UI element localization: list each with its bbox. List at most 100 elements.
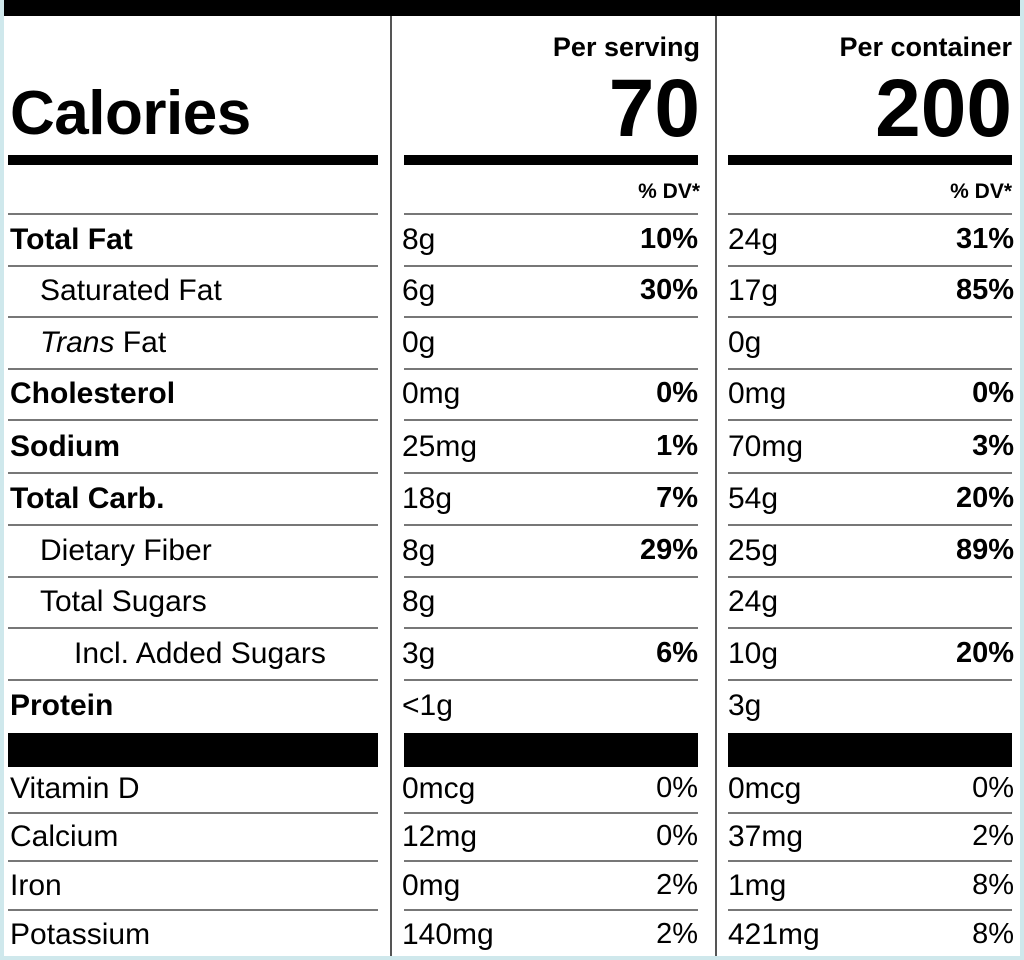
container-dv: 85% [955, 274, 1014, 306]
row-divider [404, 812, 698, 814]
container-amount: 37mg [728, 820, 804, 853]
container-dv: 89% [955, 534, 1014, 566]
serving-amount: 0mcg [402, 772, 476, 805]
serving-amount: 8g [402, 534, 436, 567]
nutrient-name: Total Carb. [10, 482, 165, 515]
row-divider [404, 524, 698, 526]
serving-dv: 1% [656, 430, 698, 462]
container-amount: 3g [728, 689, 762, 722]
container-amount: 0mg [728, 377, 787, 410]
serving-amount: 18g [402, 482, 453, 515]
row-divider [8, 524, 378, 526]
row-divider [728, 860, 1012, 862]
per-serving-calories: 70 [608, 63, 700, 154]
row-divider [728, 576, 1012, 578]
nutrient-name-rest: Fat [114, 326, 167, 359]
container-amount: 25g [728, 534, 779, 567]
row-divider [8, 627, 378, 629]
row-divider [404, 472, 698, 474]
row-divider [404, 368, 698, 370]
row-divider [8, 265, 378, 267]
nutrient-name-italic: Trans [40, 326, 115, 359]
serving-amount: <1g [402, 689, 453, 722]
serving-dv: 7% [656, 482, 698, 514]
row-divider [728, 627, 1012, 629]
container-dv: 8% [972, 918, 1014, 950]
serving-amount: 0mg [402, 377, 461, 410]
row-divider [728, 419, 1012, 421]
container-amount: 0mcg [728, 772, 802, 805]
container-dv: 31% [955, 223, 1014, 255]
row-divider [404, 316, 698, 318]
row-divider [8, 316, 378, 318]
serving-dv: 0% [656, 772, 698, 804]
row-divider [8, 213, 378, 215]
container-amount: 70mg [728, 430, 804, 463]
row-divider [8, 909, 378, 911]
column-divider [715, 16, 717, 956]
dv-heading-serving: % DV* [638, 180, 700, 203]
row-divider [8, 472, 378, 474]
per-container-heading: Per container [839, 32, 1012, 62]
top-bar [4, 0, 1020, 16]
serving-amount: 6g [402, 274, 436, 307]
container-dv: 3% [972, 430, 1014, 462]
dv-heading-container: % DV* [950, 180, 1012, 203]
serving-amount: 12mg [402, 820, 478, 853]
container-amount: 54g [728, 482, 779, 515]
container-dv: 2% [972, 820, 1014, 852]
row-divider [728, 812, 1012, 814]
calories-heading: Calories [10, 79, 251, 148]
row-divider [8, 368, 378, 370]
container-amount: 17g [728, 274, 779, 307]
nutrition-facts-label: Calories Per serving Per container 70 20… [4, 0, 1020, 956]
row-divider [728, 679, 1012, 681]
container-dv: 0% [972, 377, 1014, 409]
row-divider [404, 576, 698, 578]
row-divider [8, 576, 378, 578]
serving-dv: 0% [656, 820, 698, 852]
container-dv: 8% [972, 869, 1014, 901]
serving-amount: 0g [402, 326, 436, 359]
container-amount: 1mg [728, 869, 787, 902]
vitamin-name: Calcium [10, 820, 119, 853]
separator-bar [404, 733, 698, 767]
serving-amount: 140mg [402, 918, 494, 951]
nutrient-name: Trans Fat [40, 326, 166, 360]
nutrient-name: Total Sugars [40, 585, 207, 618]
vitamin-name: Iron [10, 869, 62, 902]
serving-dv: 30% [639, 274, 698, 306]
serving-amount: 0mg [402, 869, 461, 902]
row-divider [8, 860, 378, 862]
row-divider [404, 679, 698, 681]
serving-amount: 25mg [402, 430, 478, 463]
per-container-calories: 200 [875, 63, 1012, 154]
row-divider [728, 909, 1012, 911]
row-divider [404, 627, 698, 629]
nutrient-name: Sodium [10, 430, 120, 463]
row-divider [728, 265, 1012, 267]
container-dv: 20% [955, 482, 1014, 514]
row-divider [728, 316, 1012, 318]
serving-amount: 3g [402, 637, 436, 670]
row-divider [404, 909, 698, 911]
container-amount: 10g [728, 637, 779, 670]
container-amount: 24g [728, 223, 779, 256]
serving-dv: 2% [656, 869, 698, 901]
nutrient-name: Cholesterol [10, 377, 176, 410]
row-divider [8, 679, 378, 681]
nutrient-name: Saturated Fat [40, 274, 222, 307]
thick-rule [404, 155, 698, 165]
serving-dv: 0% [656, 377, 698, 409]
row-divider [404, 419, 698, 421]
row-divider [728, 368, 1012, 370]
nutrient-name: Total Fat [10, 223, 133, 256]
vitamin-name: Vitamin D [10, 772, 140, 805]
nutrient-name: Dietary Fiber [40, 534, 212, 567]
row-divider [8, 419, 378, 421]
serving-dv: 29% [639, 534, 698, 566]
column-divider [390, 16, 392, 956]
row-divider [728, 524, 1012, 526]
row-divider [404, 265, 698, 267]
per-serving-heading: Per serving [552, 32, 700, 62]
